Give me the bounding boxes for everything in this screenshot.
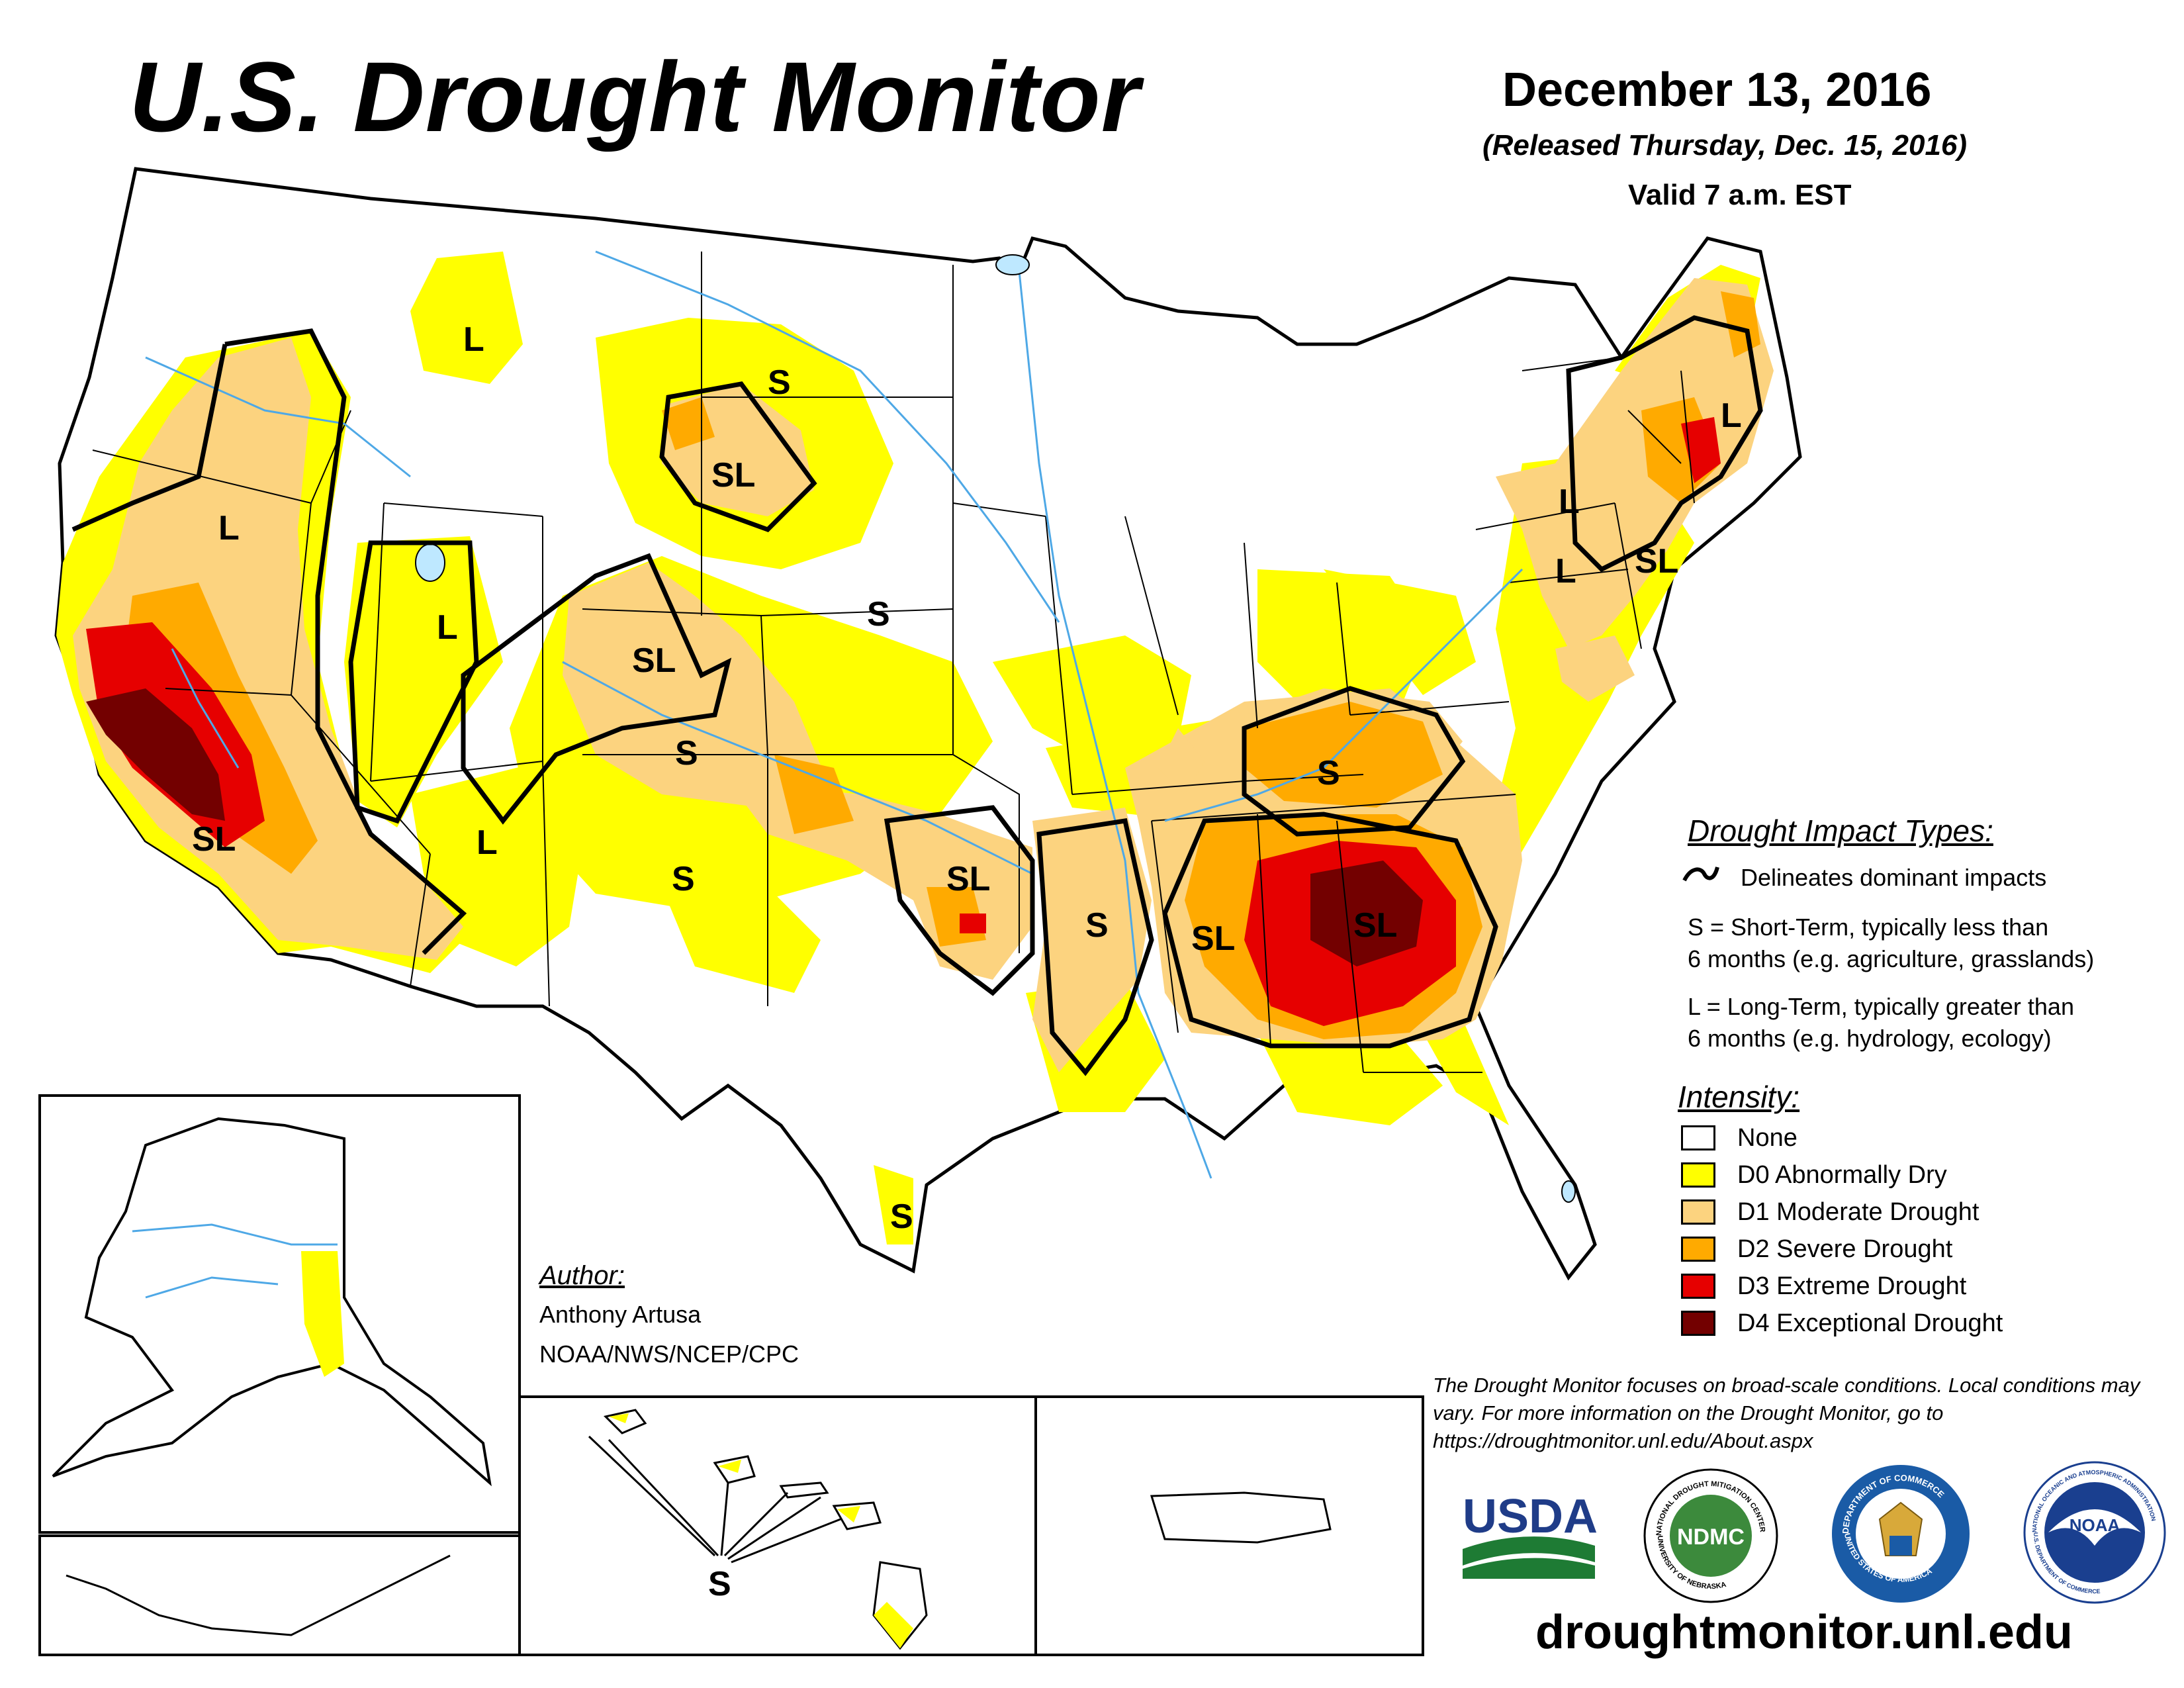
author-org: NOAA/NWS/NCEP/CPC [539,1340,799,1368]
svg-text:NDMC: NDMC [1677,1524,1745,1550]
label-d0: D0 Abnormally Dry [1737,1161,1947,1189]
impact-label: L [477,823,498,862]
swatch-d4 [1681,1311,1715,1336]
hawaii-inset: S [518,1395,1037,1656]
label-d2: D2 Severe Drought [1737,1235,1953,1263]
long-term-line1: L = Long-Term, typically greater than [1688,993,2074,1020]
impact-label: SL [632,641,676,680]
impact-label: SL [1353,906,1397,945]
disclaimer-text: The Drought Monitor focuses on broad-sca… [1433,1374,2140,1452]
state-boundaries [92,252,1695,1073]
swatch-d3 [1681,1274,1715,1299]
impact-label: SL [1191,919,1235,958]
short-term-line1: S = Short-Term, typically less than [1688,914,2049,941]
swatch-d2 [1681,1237,1715,1262]
impact-label: SL [711,456,755,494]
impact-label: L [1559,483,1580,521]
svg-text:USDA: USDA [1463,1490,1598,1543]
map-title: U.S. Drought Monitor [129,41,1141,152]
conus-map: L L L L L L L S S S S S S S S SL SL SL S… [54,167,1802,1603]
short-term-line2: 6 months (e.g. agriculture, grasslands) [1688,945,2095,972]
rivers [145,250,1524,1179]
alaska-shape [52,1117,492,1487]
alaska-d0 [301,1251,344,1377]
lakes [415,254,1576,1203]
impact-label: L [463,320,484,359]
impact-label: L [437,608,458,647]
label-d3: D3 Extreme Drought [1737,1272,1967,1300]
intensity-heading: Intensity: [1678,1080,1800,1114]
swatch-d1 [1681,1199,1715,1225]
ndmc-logo: NATIONAL DROUGHT MITIGATION CENTER UNIVE… [1643,1468,1778,1603]
website-url: droughtmonitor.unl.edu [1535,1606,2073,1659]
impact-label: S [1085,906,1109,945]
impact-label: S [890,1197,913,1236]
label-d1: D1 Moderate Drought [1737,1198,1979,1226]
svg-text:NOAA: NOAA [2070,1515,2120,1535]
impact-label: SL [1635,542,1678,581]
hawaii-s-label: S [708,1565,731,1603]
impact-lines [71,315,1763,1076]
impact-label: S [672,860,695,898]
impact-label: S [1317,754,1340,792]
impact-labels: L L L L L L L S S S S S S S S SL SL SL S… [192,320,1742,1603]
map-date: December 13, 2016 [1502,64,1932,117]
alaska-inset [38,1094,521,1656]
swatch-d0 [1681,1162,1715,1188]
swatch-none [1681,1125,1715,1150]
label-d4: D4 Exceptional Drought [1737,1309,2003,1337]
release-date: (Released Thursday, Dec. 15, 2016) [1482,129,1968,162]
impact-label: SL [946,860,990,898]
d4-areas [86,688,1423,966]
impact-label: L [218,509,240,547]
label-none: None [1737,1124,1797,1152]
valid-time: Valid 7 a.m. EST [1628,179,1852,211]
impact-label: L [1721,397,1742,435]
impact-label: S [867,595,890,633]
delineation-line-icon [1682,867,1719,882]
impact-label: S [675,734,698,773]
impact-label: SL [192,820,236,859]
puerto-rico-inset [1034,1395,1424,1656]
impact-types-heading: Drought Impact Types: [1688,814,1993,848]
impact-label: S [768,363,791,402]
impact-label: L [1555,552,1576,590]
usda-logo: USDA [1463,1490,1598,1579]
delineates-text: Delineates dominant impacts [1741,864,2047,891]
author-heading: Author: [539,1261,625,1290]
doc-seal-logo: DEPARTMENT OF COMMERCE UNITED STATES OF … [1832,1465,1970,1603]
noaa-logo: NATIONAL OCEANIC AND ATMOSPHERIC ADMINIS… [2023,1461,2166,1604]
long-term-line2: 6 months (e.g. hydrology, ecology) [1688,1025,2052,1052]
author-name: Anthony Artusa [539,1301,702,1328]
